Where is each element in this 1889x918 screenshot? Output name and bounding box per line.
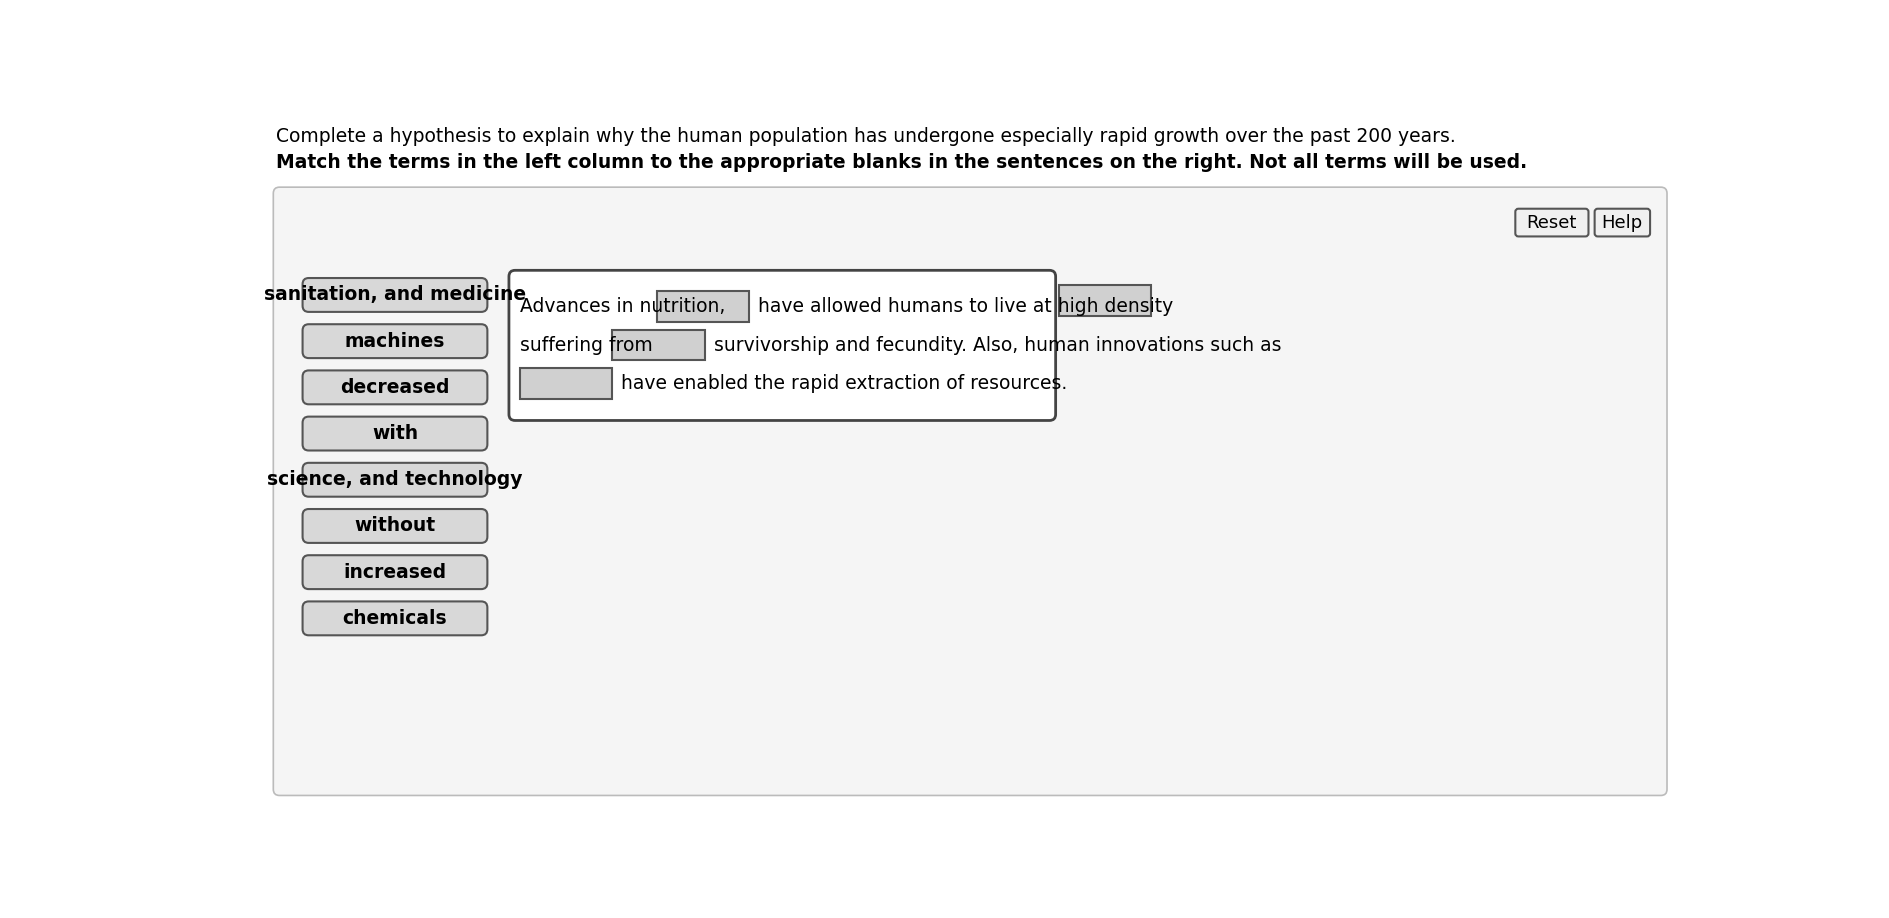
Bar: [1058, 285, 1150, 316]
FancyBboxPatch shape: [302, 601, 487, 635]
FancyBboxPatch shape: [302, 509, 487, 543]
FancyBboxPatch shape: [274, 187, 1666, 796]
Text: Help: Help: [1600, 214, 1642, 231]
Text: have enabled the rapid extraction of resources.: have enabled the rapid extraction of res…: [621, 374, 1067, 393]
FancyBboxPatch shape: [302, 417, 487, 451]
FancyBboxPatch shape: [302, 371, 487, 404]
Text: increased: increased: [344, 563, 446, 582]
Text: Reset: Reset: [1526, 214, 1575, 231]
FancyBboxPatch shape: [1594, 208, 1649, 237]
FancyBboxPatch shape: [1515, 208, 1587, 237]
Text: machines: machines: [344, 331, 446, 351]
Text: with: with: [372, 424, 417, 443]
Text: chemicals: chemicals: [342, 609, 448, 628]
Text: Advances in nutrition,: Advances in nutrition,: [519, 297, 725, 316]
FancyBboxPatch shape: [302, 324, 487, 358]
Text: suffering from: suffering from: [519, 335, 652, 354]
Text: have allowed humans to live at high density: have allowed humans to live at high dens…: [757, 297, 1173, 316]
Text: without: without: [355, 517, 434, 535]
FancyBboxPatch shape: [302, 463, 487, 497]
Text: sanitation, and medicine: sanitation, and medicine: [264, 285, 525, 305]
Text: Match the terms in the left column to the appropriate blanks in the sentences on: Match the terms in the left column to th…: [276, 153, 1526, 173]
FancyBboxPatch shape: [302, 278, 487, 312]
FancyBboxPatch shape: [508, 270, 1056, 420]
Text: Complete a hypothesis to explain why the human population has undergone especial: Complete a hypothesis to explain why the…: [276, 127, 1455, 146]
Text: survivorship and fecundity. Also, human innovations such as: survivorship and fecundity. Also, human …: [714, 335, 1281, 354]
Bar: [612, 330, 705, 361]
Bar: [657, 291, 748, 322]
Bar: [519, 368, 612, 399]
FancyBboxPatch shape: [302, 555, 487, 589]
Text: science, and technology: science, and technology: [266, 470, 523, 489]
Text: decreased: decreased: [340, 378, 450, 397]
